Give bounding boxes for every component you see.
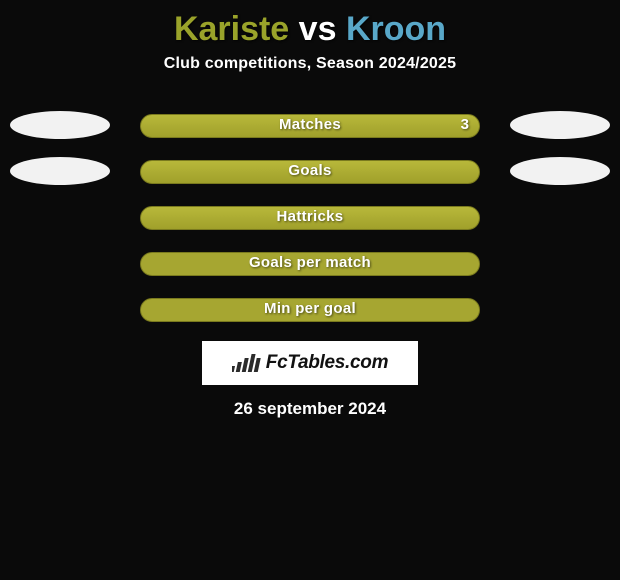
stat-value-right: 3: [461, 116, 469, 133]
stat-row: Min per goal: [0, 287, 620, 333]
right-ellipse: [510, 111, 610, 139]
stat-row: Goals: [0, 149, 620, 195]
right-ellipse: [510, 157, 610, 185]
stat-label: Hattricks: [141, 208, 479, 225]
page-title: Kariste vs Kroon: [0, 0, 620, 55]
stat-bar: Goals per match: [140, 252, 480, 276]
vs-text: vs: [299, 10, 337, 48]
player2-name: Kroon: [346, 10, 446, 48]
stat-label: Goals: [141, 162, 479, 179]
stat-label: Goals per match: [141, 254, 479, 271]
stat-bar: Min per goal: [140, 298, 480, 322]
subtitle: Club competitions, Season 2024/2025: [0, 55, 620, 73]
bars-icon: [232, 352, 262, 374]
logo: FcTables.com: [232, 352, 388, 374]
comparison-chart: Matches3 Goals Hattricks Goals per match Min…: [0, 103, 620, 333]
player1-name: Kariste: [174, 10, 289, 48]
left-ellipse: [10, 157, 110, 185]
logo-box: FcTables.com: [202, 341, 418, 385]
stat-row: Hattricks: [0, 195, 620, 241]
logo-text: FcTables.com: [266, 352, 388, 374]
stat-bar: Hattricks: [140, 206, 480, 230]
stat-label: Matches: [141, 116, 479, 133]
stat-row: Goals per match: [0, 241, 620, 287]
stat-bar: Matches3: [140, 114, 480, 138]
stat-label: Min per goal: [141, 300, 479, 317]
date-text: 26 september 2024: [0, 399, 620, 419]
left-ellipse: [10, 111, 110, 139]
stat-row: Matches3: [0, 103, 620, 149]
stat-bar: Goals: [140, 160, 480, 184]
